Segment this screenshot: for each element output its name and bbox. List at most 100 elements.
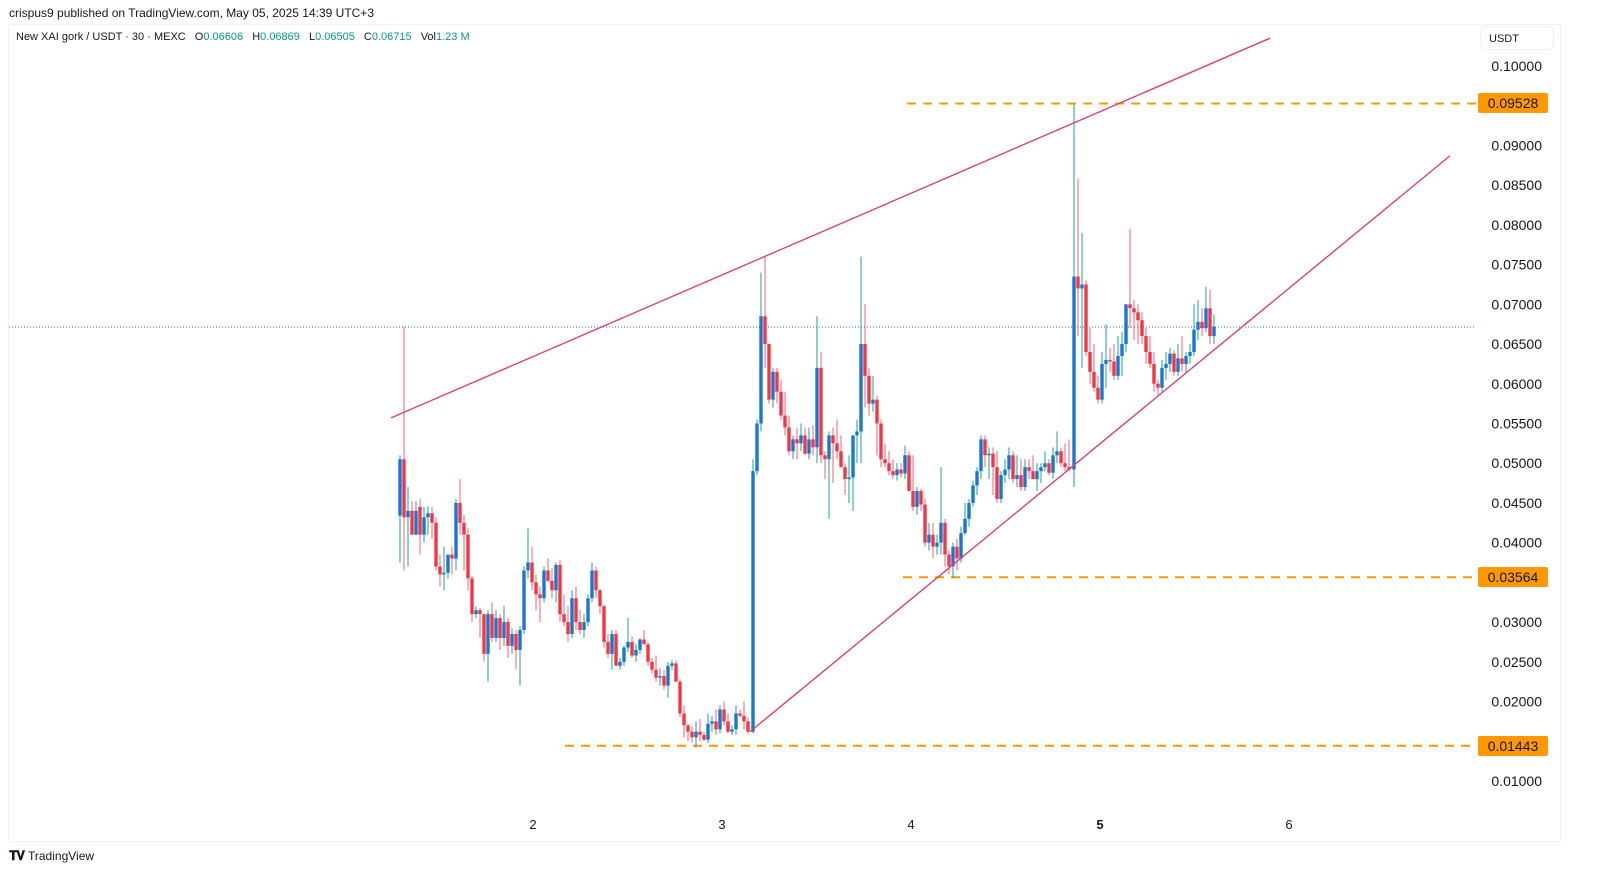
candle-body: [602, 606, 606, 642]
candle-body: [903, 455, 907, 474]
candle-body: [558, 564, 562, 615]
candle-body: [767, 344, 771, 400]
candle-body: [1156, 383, 1160, 388]
candle-body: [682, 713, 686, 726]
candle-body: [1200, 321, 1204, 329]
candle-body: [614, 633, 618, 666]
candle-body: [622, 647, 626, 662]
candle-body: [1152, 363, 1156, 384]
candle-body: [1172, 353, 1176, 372]
candle-body: [514, 633, 518, 650]
candle-body: [554, 564, 558, 591]
currency-button[interactable]: USDT: [1480, 26, 1554, 50]
candle-body: [1072, 276, 1076, 470]
candle-body: [995, 467, 999, 499]
candle-body: [426, 513, 430, 518]
candle-body: [1176, 358, 1180, 372]
candle-body: [1116, 355, 1120, 376]
candle-body: [815, 367, 819, 448]
price-tick: 0.05000: [1491, 455, 1542, 471]
candle-body: [915, 491, 919, 507]
candle-body: [710, 721, 714, 724]
candle-body: [847, 477, 851, 480]
candle-body: [502, 622, 506, 638]
candle-body: [1148, 351, 1152, 364]
candle-body: [771, 371, 775, 400]
candle-body: [1188, 351, 1192, 356]
candle-body: [1088, 351, 1092, 372]
candle-body: [498, 618, 502, 638]
candle-body: [751, 471, 755, 732]
candle-body: [546, 570, 550, 581]
candle-body: [991, 453, 995, 468]
candle-body: [570, 598, 574, 634]
price-tick: 0.06500: [1491, 336, 1542, 352]
candle-body: [1132, 308, 1136, 313]
high-label: H: [252, 31, 261, 43]
candle-body: [755, 423, 759, 472]
candle-body: [718, 709, 722, 730]
symbol-name[interactable]: New XAI gork / USDT · 30 · MEXC: [16, 31, 186, 43]
candle-body: [1204, 308, 1208, 329]
candle-body: [1196, 321, 1200, 330]
candle-body: [678, 681, 682, 714]
price-tick: 0.04000: [1491, 535, 1542, 551]
price-tick: 0.10000: [1491, 58, 1542, 74]
candle-body: [883, 459, 887, 464]
vol-value: 1.23 M: [436, 31, 470, 43]
candle-body: [1039, 467, 1043, 472]
candle-body: [787, 427, 791, 452]
candle-body: [474, 610, 478, 615]
candle-body: [1104, 359, 1108, 364]
price-tick: 0.06000: [1491, 376, 1542, 392]
candle-body: [662, 676, 666, 686]
candle-body: [1108, 359, 1112, 362]
candle-body: [931, 534, 935, 547]
candle-body: [706, 723, 710, 740]
candle-body: [442, 572, 446, 575]
candle-body: [746, 721, 750, 732]
tradingview-brand[interactable]: 𝐓𝐕 TradingView: [9, 848, 94, 864]
candle-body: [566, 622, 570, 634]
candle-body: [935, 542, 939, 547]
candle-body: [478, 610, 482, 615]
candle-body: [759, 316, 763, 424]
candle-body: [887, 463, 891, 472]
candle-body: [618, 661, 622, 666]
candle-body: [1027, 467, 1031, 472]
candle-body: [666, 665, 670, 686]
price-tick: 0.07500: [1491, 257, 1542, 273]
candle-body: [578, 622, 582, 631]
candle-body: [466, 534, 470, 579]
price-tick: 0.02000: [1491, 694, 1542, 710]
candle-body: [1019, 475, 1023, 488]
candle-body: [630, 641, 634, 656]
candle-body: [1043, 463, 1047, 468]
candle-body: [1096, 387, 1100, 400]
candle-body: [1120, 344, 1124, 356]
price-level-tag: 0.09528: [1478, 93, 1548, 114]
candle-body: [594, 570, 598, 591]
candle-body: [999, 475, 1003, 499]
trendline-upper: [390, 37, 1271, 419]
candle-body: [598, 590, 602, 607]
candle-body: [434, 522, 438, 567]
chart-frame: [8, 24, 1561, 842]
publisher-line: crispus9 published on TradingView.com, M…: [9, 6, 374, 20]
candle-body: [1184, 355, 1188, 364]
candle-body: [895, 469, 899, 476]
candle-body: [799, 435, 803, 444]
candle-body: [470, 578, 474, 615]
candle-body: [694, 731, 698, 738]
candle-body: [1192, 329, 1196, 352]
candle-body: [454, 502, 458, 559]
candle-body: [943, 522, 947, 555]
candle-body: [959, 533, 963, 559]
candle-body: [674, 663, 678, 682]
candle-body: [1031, 471, 1035, 480]
candle-body: [1059, 451, 1063, 464]
candle-body: [398, 459, 402, 516]
candle-body: [911, 491, 915, 507]
candle-body: [827, 435, 831, 460]
